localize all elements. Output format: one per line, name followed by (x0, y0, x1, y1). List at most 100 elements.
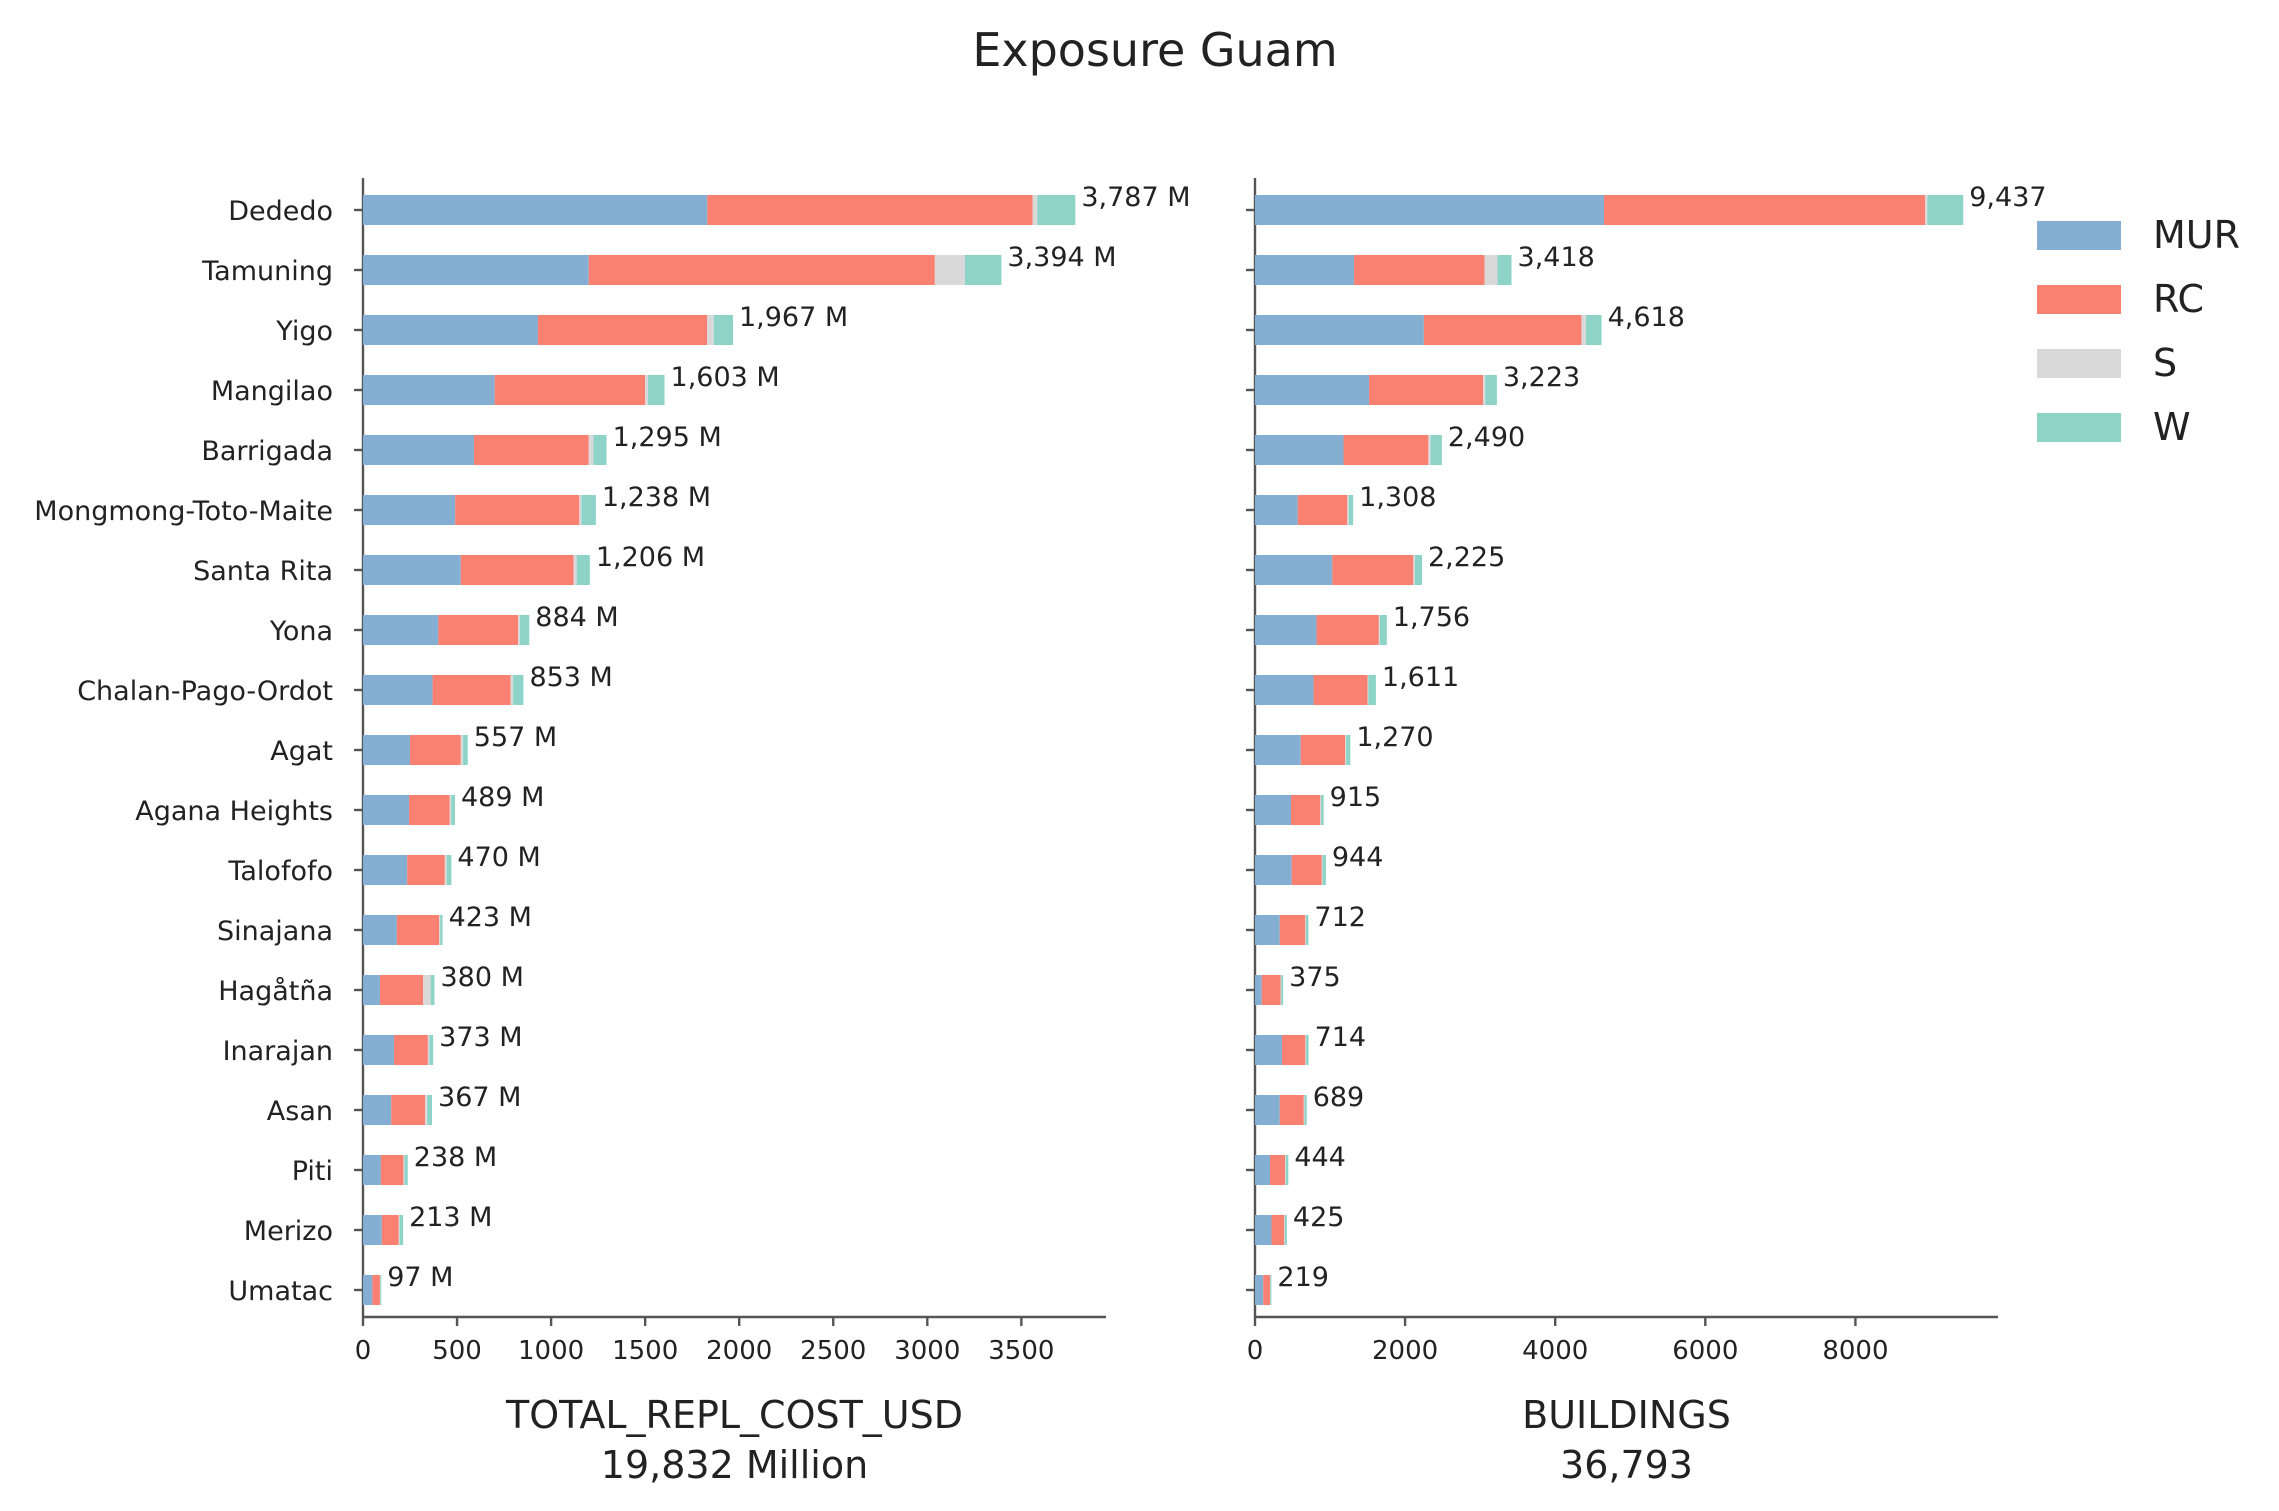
bar-segment-s (423, 975, 431, 1005)
bar-segment-w (1485, 375, 1497, 405)
bar-segment-mur (1255, 1095, 1280, 1125)
y-tick-label: Merizo (244, 1216, 333, 1247)
bar-segment-s (518, 615, 520, 645)
bar-segment-s (1280, 975, 1282, 1005)
bar-segment-mur (1255, 435, 1344, 465)
bar-segment-rc (1271, 1215, 1285, 1245)
x-tick-label: 6000 (1672, 1336, 1738, 1366)
bar-segment-rc (1297, 495, 1348, 525)
bar-segment-mur (1255, 615, 1317, 645)
bar-segment-s (1320, 795, 1322, 825)
bar-segment-rc (394, 1035, 428, 1065)
bar-total-label: 1,603 M (671, 362, 780, 393)
y-tick-label: Umatac (228, 1276, 333, 1307)
y-tick-label: Hagåtña (218, 976, 333, 1007)
bar-total-label: 213 M (409, 1202, 492, 1233)
bar-segment-mur (1255, 675, 1314, 705)
bar-segment-rc (407, 855, 445, 885)
y-tick-label: Sinajana (217, 916, 333, 947)
buildings-panel: 0 2000 4000 6000 8000 9,437 3,418 4,618 3,223 2,4… (1246, 178, 2047, 1487)
bar-total-label: 423 M (449, 902, 532, 933)
bar-segment-rc (1279, 1095, 1304, 1125)
bar-segment-mur (363, 735, 411, 765)
legend-swatch-mur (2037, 221, 2121, 250)
bar-segment-w (1348, 495, 1354, 525)
bar-segment-w (513, 675, 524, 705)
bar-segment-w (1321, 795, 1324, 825)
bar-total-label: 915 (1330, 782, 1382, 813)
bar-segment-s (403, 1155, 405, 1185)
bar-segment-s (1305, 915, 1307, 945)
bar-total-label: 712 (1314, 902, 1366, 933)
legend-swatch-s (2037, 349, 2121, 378)
x-axis-label-total: 19,832 Million (601, 1443, 868, 1487)
bar-segment-rc (1316, 615, 1379, 645)
bar-segment-w (1037, 195, 1076, 225)
legend-label-mur: MUR (2153, 213, 2240, 257)
bar-segment-w (1414, 555, 1422, 585)
bar-total-label: 489 M (461, 782, 544, 813)
bar-segment-mur (363, 1215, 382, 1245)
bar-segment-w (451, 795, 455, 825)
bar-segment-w (1306, 915, 1309, 945)
bar-segment-w (446, 855, 452, 885)
y-tick-label: Agat (270, 736, 333, 767)
bar-segment-w (964, 255, 1002, 285)
bar-segment-s (1032, 195, 1038, 225)
y-tick-label: Inarajan (223, 1036, 333, 1067)
bar-total-label: 714 (1315, 1022, 1367, 1053)
bar-segment-rc (1332, 555, 1414, 585)
bar-segment-rc (1313, 675, 1368, 705)
x-tick-label: 4000 (1522, 1336, 1588, 1366)
bar-segment-w (1281, 975, 1284, 1005)
bar-segment-s (427, 1035, 430, 1065)
bar-segment-w (1346, 735, 1351, 765)
bar-segment-mur (1255, 855, 1292, 885)
bar-segment-w (581, 495, 596, 525)
bar-segment-w (1285, 1155, 1289, 1185)
bar-total-label: 3,394 M (1007, 242, 1116, 273)
bar-segment-mur (1255, 735, 1301, 765)
x-tick-label: 2500 (800, 1336, 866, 1366)
bar-segment-rc (707, 195, 1033, 225)
bar-segment-s (1925, 195, 1928, 225)
bar-segment-rc (1279, 915, 1306, 945)
bar-total-label: 1,756 (1393, 602, 1470, 633)
x-tick-label: 3000 (894, 1336, 960, 1366)
bar-total-label: 2,225 (1428, 542, 1505, 573)
bar-segment-mur (363, 1095, 392, 1125)
bar-segment-s (645, 375, 648, 405)
bar-total-label: 9,437 (1969, 182, 2046, 213)
bar-total-label: 1,308 (1359, 482, 1436, 513)
chart-title: Exposure Guam (972, 23, 1337, 77)
x-tick-label: 2000 (706, 1336, 772, 1366)
bar-segment-rc (1261, 975, 1281, 1005)
y-tick-label: Agana Heights (135, 796, 333, 827)
x-tick-label: 3500 (988, 1336, 1054, 1366)
bar-segment-s (1483, 375, 1486, 405)
bar-total-label: 557 M (474, 722, 557, 753)
bar-total-label: 1,270 (1356, 722, 1433, 753)
bar-segment-mur (363, 315, 538, 345)
bar-total-label: 4,618 (1608, 302, 1685, 333)
bar-segment-s (588, 435, 594, 465)
legend-label-w: W (2153, 405, 2191, 449)
bar-segment-rc (409, 795, 450, 825)
bar-segment-mur (1255, 1215, 1272, 1245)
bar-total-label: 944 (1332, 842, 1384, 873)
bar-segment-mur (363, 975, 380, 1005)
bar-segment-mur (363, 555, 461, 585)
x-tick-label: 8000 (1822, 1336, 1888, 1366)
bar-segment-s (1321, 855, 1323, 885)
bar-segment-s (1413, 555, 1415, 585)
bar-segment-s (1345, 735, 1347, 765)
bar-segment-w (1379, 615, 1387, 645)
legend: MUR RC SW (2037, 213, 2240, 449)
bar-total-label: 219 (1277, 1262, 1329, 1293)
bar-segment-w (1497, 255, 1512, 285)
bar-segment-w (713, 315, 733, 345)
bar-segment-mur (1255, 555, 1333, 585)
bar-segment-rc (455, 495, 580, 525)
x-axis-label: BUILDINGS (1522, 1393, 1731, 1437)
legend-swatch-rc (2037, 285, 2121, 314)
